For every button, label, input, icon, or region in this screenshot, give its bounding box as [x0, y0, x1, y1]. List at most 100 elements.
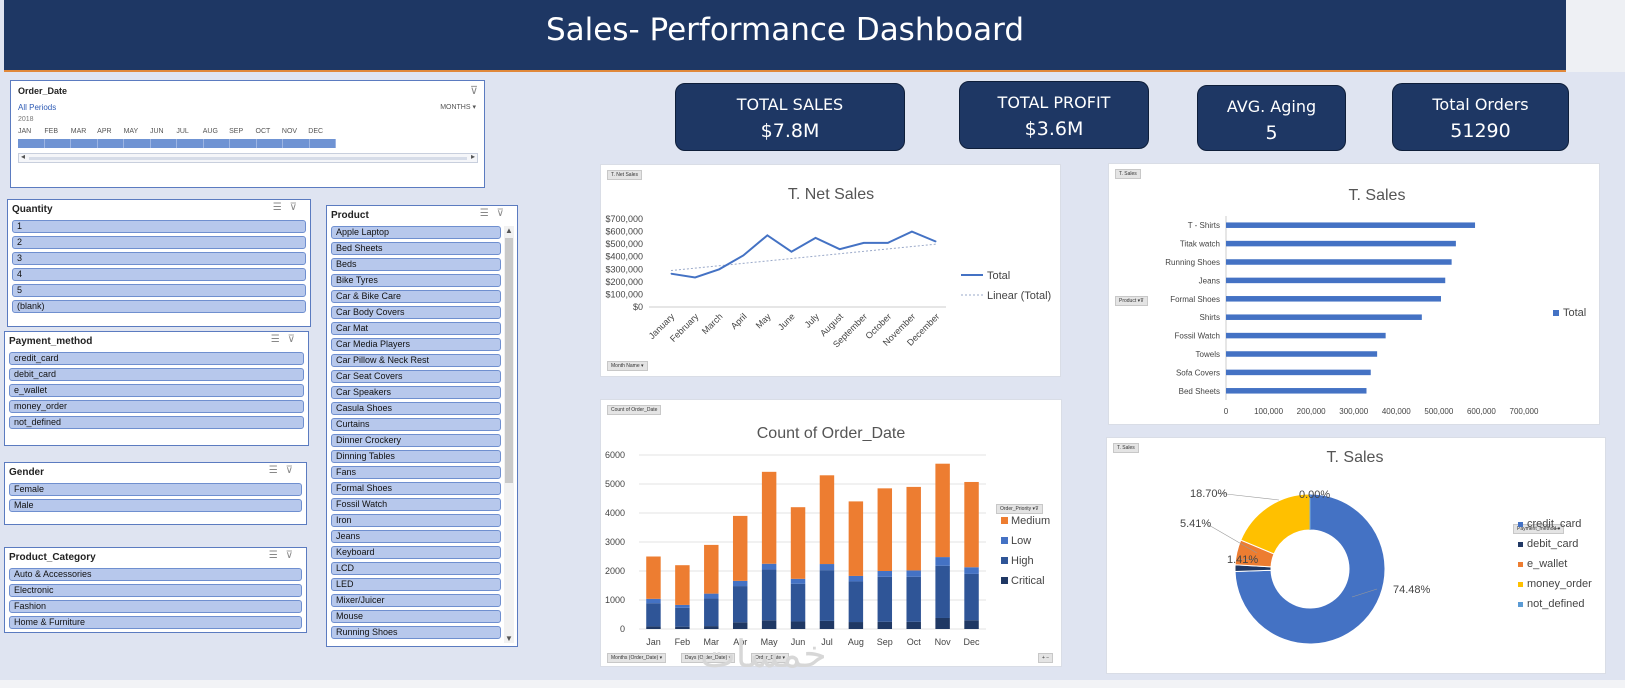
scroll-thumb[interactable] — [505, 238, 513, 483]
timeline-month-label[interactable]: FEB — [44, 128, 59, 135]
payment-method-slicer[interactable]: Payment_method ☰⊽ credit_card debit_card e… — [4, 331, 309, 446]
multiselect-clear-icon[interactable]: ☰⊽ — [479, 208, 512, 219]
product-scrollbar[interactable]: ▲ ▼ — [504, 226, 514, 643]
slicer-item[interactable]: 3 — [12, 252, 306, 265]
clear-filter-icon[interactable]: ⊽ — [469, 85, 478, 97]
timeline-month-block[interactable] — [257, 139, 283, 148]
product-category-slicer[interactable]: Product_Category ☰⊽ Auto & Accessories El… — [4, 547, 307, 633]
timeline-month-label[interactable]: JAN — [18, 128, 32, 135]
slicer-item[interactable]: Home & Furniture — [9, 616, 302, 629]
slicer-item[interactable]: LCD — [331, 562, 501, 575]
timeline-month-block[interactable] — [98, 139, 124, 148]
slicer-item[interactable]: Keyboard — [331, 546, 501, 559]
timeline-month-block[interactable] — [230, 139, 257, 148]
slicer-item[interactable]: Running Shoes — [331, 626, 501, 639]
slicer-item[interactable]: 1 — [12, 220, 306, 233]
slicer-item[interactable]: Female — [9, 483, 302, 496]
payment-sales-chart-panel[interactable]: T. Sales Payment_method ▾ T. Sales 74.48%… — [1106, 437, 1606, 674]
timeline-month-block[interactable] — [310, 139, 336, 148]
multiselect-clear-icon[interactable]: ☰⊽ — [270, 334, 303, 345]
slicer-item[interactable]: Car Seat Covers — [331, 370, 501, 383]
multiselect-clear-icon[interactable]: ☰⊽ — [272, 202, 305, 213]
slicer-item[interactable]: Apple Laptop — [331, 226, 501, 239]
slicer-item[interactable]: Beds — [331, 258, 501, 271]
timeline-all-periods[interactable]: All Periods — [18, 103, 57, 112]
slicer-item[interactable]: 4 — [12, 268, 306, 281]
slicer-item[interactable]: Mouse — [331, 610, 501, 623]
timeline-month-label[interactable]: APR — [97, 128, 112, 135]
timeline-month-label[interactable]: JUL — [176, 128, 189, 135]
slicer-item[interactable]: Fans — [331, 466, 501, 479]
slicer-item[interactable]: (blank) — [12, 300, 306, 313]
scroll-left-icon[interactable]: ◂ — [21, 152, 26, 161]
timeline-selection-bar[interactable] — [18, 139, 336, 148]
field-button-order-date[interactable]: Order_Date ▾ — [751, 653, 790, 663]
timeline-month-block[interactable] — [71, 139, 98, 148]
slicer-item[interactable]: e_wallet — [9, 384, 304, 397]
slicer-item[interactable]: Jeans — [331, 530, 501, 543]
slicer-item[interactable]: Electronic — [9, 584, 302, 597]
slicer-item[interactable]: Bike Tyres — [331, 274, 501, 287]
scroll-down-icon[interactable]: ▼ — [505, 634, 513, 643]
field-button-months[interactable]: Months (Order_Date) ▾ — [607, 653, 667, 663]
slicer-item[interactable]: Casula Shoes — [331, 402, 501, 415]
multiselect-clear-icon[interactable]: ☰⊽ — [268, 550, 301, 561]
timeline-month-label[interactable]: DEC — [308, 128, 324, 135]
product-slicer[interactable]: Product ☰⊽ Apple Laptop Bed Sheets Beds Bik… — [326, 205, 518, 647]
field-button-axis[interactable]: Month Name ▾ — [607, 361, 648, 371]
slicer-item[interactable]: Bed Sheets — [331, 242, 501, 255]
field-button-values[interactable]: Count of Order_Date — [607, 405, 662, 415]
slicer-item[interactable]: 2 — [12, 236, 306, 249]
field-button-legend[interactable]: Payment_method ▾ — [1513, 524, 1565, 534]
timeline-month-label[interactable]: MAY — [123, 128, 139, 135]
field-button-days[interactable]: Days (Order_Date) ▾ — [681, 653, 736, 663]
slicer-item[interactable]: Car Mat — [331, 322, 501, 335]
timeline-month-label[interactable]: MAR — [70, 128, 87, 135]
timeline-scrollbar[interactable]: ◂ ▸ — [18, 152, 478, 163]
quantity-slicer[interactable]: Quantity ☰⊽ 1 2 3 4 5 (blank) — [7, 199, 311, 327]
timeline-month-block[interactable] — [204, 139, 230, 148]
timeline-month-block[interactable] — [124, 139, 151, 148]
slicer-item[interactable]: debit_card — [9, 368, 304, 381]
slicer-item[interactable]: not_defined — [9, 416, 304, 429]
field-button-values[interactable]: T. Sales — [1115, 169, 1141, 179]
field-button-values[interactable]: T. Sales — [1113, 443, 1139, 453]
expand-collapse-icon[interactable]: + − — [1038, 653, 1054, 663]
slicer-item[interactable]: Auto & Accessories — [9, 568, 302, 581]
slicer-item[interactable]: Car Media Players — [331, 338, 501, 351]
slicer-item[interactable]: money_order — [9, 400, 304, 413]
slicer-item[interactable]: Iron — [331, 514, 501, 527]
slicer-item[interactable]: Car & Bike Care — [331, 290, 501, 303]
slicer-item[interactable]: Car Speakers — [331, 386, 501, 399]
slicer-item[interactable]: 5 — [12, 284, 306, 297]
timeline-month-block[interactable] — [151, 139, 177, 148]
slicer-item[interactable]: credit_card — [9, 352, 304, 365]
slicer-item[interactable]: Male — [9, 499, 302, 512]
timeline-month-block[interactable] — [45, 139, 71, 148]
slicer-item[interactable]: Mixer/Juicer — [331, 594, 501, 607]
slicer-item[interactable]: Fossil Watch — [331, 498, 501, 511]
field-button-legend[interactable]: Order_Priority ▾⊽ — [996, 504, 1043, 514]
scroll-right-icon[interactable]: ▸ — [470, 152, 475, 161]
slicer-item[interactable]: Dinner Crockery — [331, 434, 501, 447]
slicer-item[interactable]: LED — [331, 578, 501, 591]
timeline-month-block[interactable] — [283, 139, 310, 148]
product-sales-chart-panel[interactable]: T. Sales Product ▾⊽ T. Sales T - Shirts Ti… — [1108, 163, 1600, 425]
order-date-timeline[interactable]: Order_Date ⊽ All Periods MONTHS ▾ 2018 J… — [10, 80, 485, 188]
order-count-chart-panel[interactable]: Count of Order_Date Months (Order_Date) … — [600, 399, 1062, 667]
slicer-item[interactable]: Curtains — [331, 418, 501, 431]
slicer-item[interactable]: Car Pillow & Neck Rest — [331, 354, 501, 367]
gender-slicer[interactable]: Gender ☰⊽ Female Male — [4, 462, 307, 525]
timeline-month-block[interactable] — [177, 139, 204, 148]
timeline-month-label[interactable]: SEP — [229, 128, 244, 135]
net-sales-chart-panel[interactable]: T. Net Sales Month Name ▾ T. Net Sales $0… — [600, 164, 1061, 377]
timeline-month-label[interactable]: AUG — [202, 128, 218, 135]
multiselect-clear-icon[interactable]: ☰⊽ — [268, 465, 301, 476]
slicer-item[interactable]: Fashion — [9, 600, 302, 613]
field-button-values[interactable]: T. Net Sales — [607, 170, 642, 180]
timeline-month-label[interactable]: OCT — [255, 128, 271, 135]
slicer-item[interactable]: Dinning Tables — [331, 450, 501, 463]
timeline-level-dropdown[interactable]: MONTHS ▾ — [440, 104, 476, 111]
scroll-track[interactable] — [29, 157, 467, 160]
timeline-month-label[interactable]: NOV — [281, 128, 298, 135]
